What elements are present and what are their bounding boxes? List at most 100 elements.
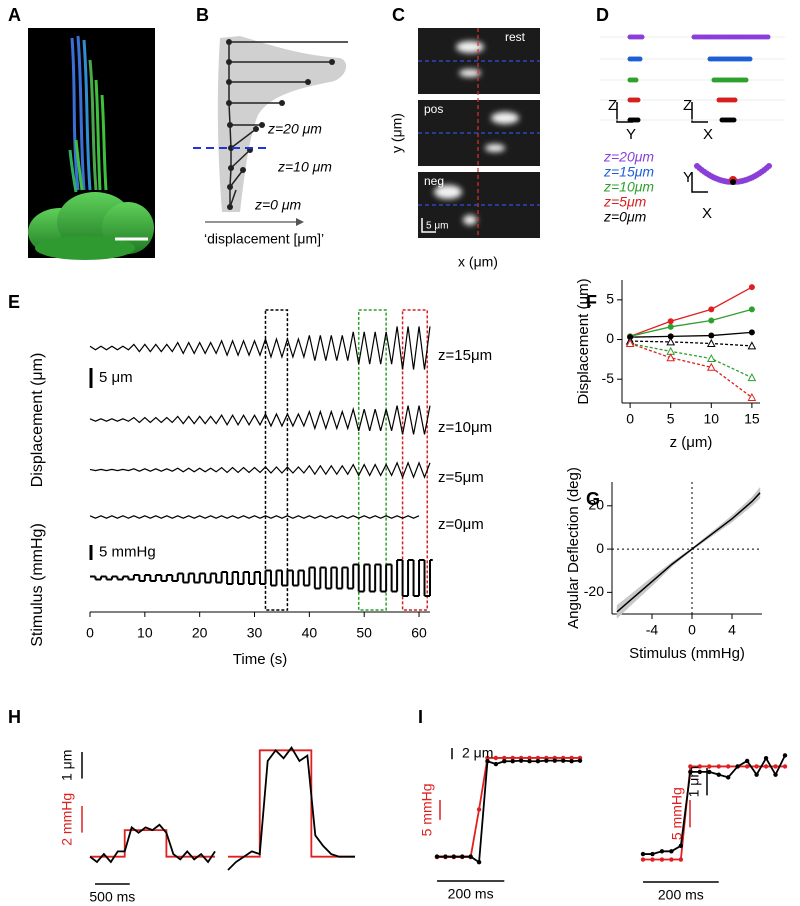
x-axis-label: Time (s) (233, 651, 287, 668)
panel-letter: H (8, 707, 21, 727)
y-axis-label: Displacement (μm) (575, 278, 592, 404)
x-tick-label: 40 (302, 625, 318, 641)
marker (650, 851, 655, 857)
marker (782, 753, 788, 758)
scale-bar-label: 5 mmHg (669, 787, 685, 840)
marker (678, 843, 684, 849)
axis-glyph: Y (683, 169, 693, 186)
series-line (630, 331, 752, 338)
axis-label: ‘displacement [μm]’ (204, 231, 324, 247)
marker (535, 759, 541, 764)
marker (443, 854, 448, 859)
panel-letter: D (596, 5, 609, 25)
marker (716, 772, 721, 777)
marker (708, 317, 715, 324)
marker (735, 764, 740, 769)
marker (577, 758, 583, 763)
scale-bar-label: 5 mmHg (99, 543, 156, 560)
point (765, 34, 771, 40)
y-tick-label: 0 (596, 540, 604, 556)
scale-label: 5 μm (426, 221, 448, 232)
panel-letter: F (586, 292, 597, 312)
marker (748, 329, 755, 336)
trace (643, 765, 785, 861)
trace (89, 405, 431, 435)
marker (666, 337, 676, 346)
marker (748, 284, 755, 291)
axis-glyph: Z (608, 97, 617, 114)
marker (460, 854, 465, 859)
axis-glyph: X (702, 205, 712, 222)
marker (569, 759, 574, 764)
marker (726, 764, 731, 769)
scale-bar-label: 2 μm (462, 744, 493, 760)
y-tick-label: 5 (606, 291, 614, 307)
marker (485, 755, 490, 761)
x-tick-label: 0 (688, 622, 696, 638)
marker (754, 764, 759, 769)
marker (493, 761, 499, 767)
point (635, 117, 641, 123)
marker (748, 306, 755, 313)
marker (640, 857, 646, 862)
marker (754, 772, 759, 777)
depth-label: z=10 μm (277, 159, 332, 175)
marker (773, 772, 778, 777)
trace-label: z=10μm (438, 419, 492, 436)
marker (560, 758, 566, 763)
time-bar-label: 200 ms (448, 886, 494, 902)
depth-label: z=0 μm (254, 197, 302, 213)
marker (716, 764, 721, 769)
marker (502, 759, 507, 764)
marker (659, 849, 665, 854)
x-tick-label: 15 (744, 411, 760, 427)
legend-entry: z=10μm (603, 179, 654, 195)
trace (89, 461, 431, 479)
marker (666, 353, 676, 362)
point (747, 56, 753, 62)
marker (669, 849, 674, 854)
series-line (629, 342, 753, 379)
panel-letter: A (8, 5, 21, 25)
point (633, 77, 639, 83)
marker (744, 758, 750, 764)
trace (90, 829, 215, 858)
x-tick-label: 30 (247, 625, 263, 641)
highlight-box (357, 309, 387, 611)
marker (667, 333, 674, 340)
scale-bar-label: 5 μm (99, 369, 133, 386)
axis-glyph: Z (683, 97, 692, 114)
trace-label: z=15μm (438, 347, 492, 364)
x-tick-label: -4 (646, 622, 659, 638)
marker (493, 755, 499, 761)
trace-label: z=0μm (438, 516, 484, 533)
highlight-box (264, 309, 289, 611)
point (732, 97, 738, 103)
marker (763, 756, 769, 761)
marker (650, 857, 655, 862)
x-tick-label: 20 (192, 625, 208, 641)
y-axis-label: Angular Deflection (deg) (565, 467, 582, 629)
marker (640, 851, 646, 857)
marker (544, 758, 549, 763)
marker (744, 764, 750, 769)
marker (502, 755, 507, 761)
legend-entry: z=20μm (603, 149, 654, 165)
marker (707, 769, 712, 775)
panel-a-image (28, 28, 155, 260)
point (639, 34, 645, 40)
trace (89, 326, 431, 370)
marker (667, 323, 674, 330)
marker (552, 758, 557, 763)
x-tick-label: 10 (704, 411, 720, 427)
panel-letter: B (196, 5, 209, 25)
marker (763, 764, 769, 769)
highlight-box (401, 309, 429, 611)
y-tick-label: -20 (584, 583, 604, 599)
trace (89, 823, 216, 864)
panel-d-axes (616, 102, 708, 193)
panel-letter: C (392, 5, 405, 25)
marker (527, 755, 532, 761)
time-bar-label: 200 ms (658, 887, 704, 903)
marker (697, 764, 702, 769)
